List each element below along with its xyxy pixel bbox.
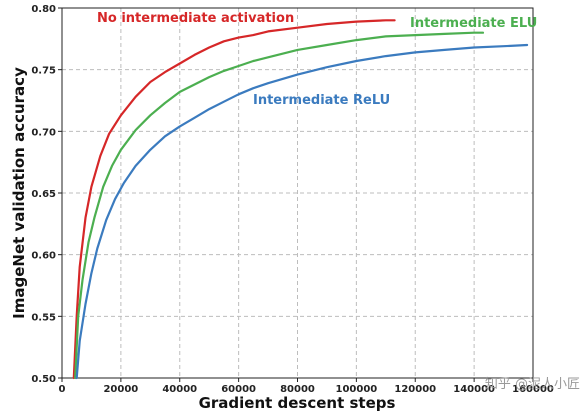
x-tick-label: 60000 bbox=[221, 384, 256, 395]
x-tick-label: 100000 bbox=[336, 384, 378, 395]
series-line-no-intermediate-activation bbox=[72, 19, 396, 380]
series-lines bbox=[72, 19, 529, 380]
y-tick-label: 0.65 bbox=[31, 189, 56, 200]
series-label-elu: Intermediate ELU bbox=[410, 16, 537, 31]
x-tick-label: 160000 bbox=[512, 384, 554, 395]
x-tick-label: 40000 bbox=[162, 384, 197, 395]
y-tick-label: 0.50 bbox=[31, 374, 56, 385]
x-tick-label: 80000 bbox=[280, 384, 315, 395]
watermark: 知乎 @泥人小匠 bbox=[485, 376, 580, 392]
axis-ticks: 0 20000 40000 60000 80000 100000 120000 140000 1… bbox=[31, 4, 554, 395]
y-tick-label: 0.60 bbox=[31, 251, 56, 262]
series-line-intermediate-elu bbox=[74, 31, 485, 380]
y-tick-label: 0.80 bbox=[31, 4, 56, 15]
x-tick-label: 140000 bbox=[453, 384, 495, 395]
y-axis-label: ImageNet validation accuracy bbox=[10, 67, 28, 319]
y-tick-label: 0.70 bbox=[31, 127, 56, 138]
series-label-relu: Intermediate ReLU bbox=[253, 93, 390, 108]
x-tick-label: 120000 bbox=[394, 384, 436, 395]
x-tick-label: 20000 bbox=[103, 384, 138, 395]
y-tick-label: 0.55 bbox=[31, 312, 56, 323]
series-line-intermediate-relu bbox=[75, 43, 529, 380]
y-tick-label: 0.75 bbox=[31, 66, 56, 77]
grid-lines bbox=[62, 8, 533, 378]
x-axis-label: Gradient descent steps bbox=[199, 394, 396, 412]
series-label-no-intermediate: No intermediate activation bbox=[97, 11, 294, 26]
x-tick-label: 0 bbox=[59, 384, 66, 395]
